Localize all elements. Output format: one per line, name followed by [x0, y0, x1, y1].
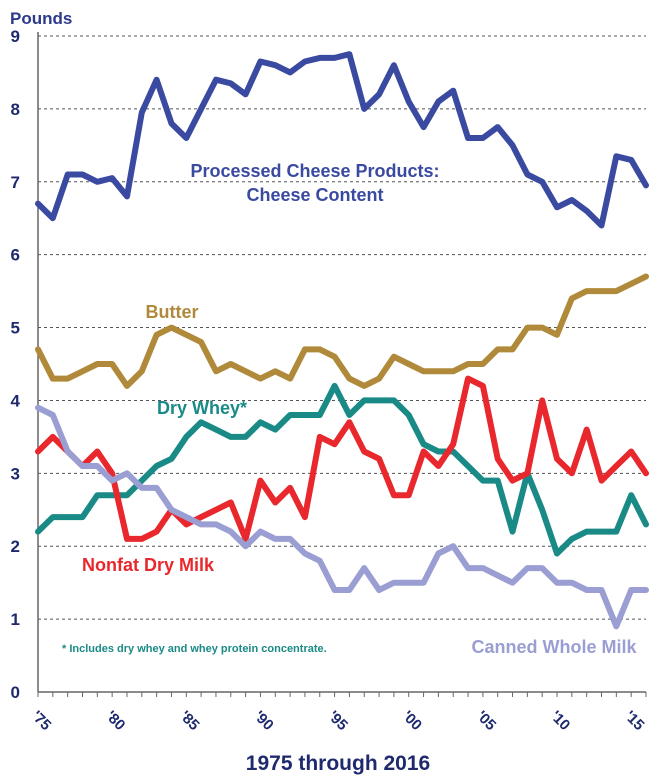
series-line-2 — [35, 382, 649, 557]
x-tick-1995: '95 — [325, 708, 351, 734]
x-tick-1990: '90 — [250, 708, 276, 734]
x-tick-2010: '10 — [547, 708, 573, 734]
y-tick-0: 0 — [11, 683, 20, 702]
gridlines — [38, 35, 646, 620]
series-labels: Processed Cheese Products: Cheese Content… — [82, 161, 637, 657]
series-line-1 — [35, 273, 649, 389]
y-tick-5: 5 — [11, 319, 20, 338]
footnote: * Includes dry whey and whey protein con… — [62, 643, 327, 655]
series-label-0-0: Processed Cheese Products: — [190, 161, 439, 181]
series-line-4 — [35, 404, 649, 630]
y-tick-7: 7 — [11, 173, 20, 192]
y-axis-label: Pounds — [10, 9, 72, 28]
y-tick-labels: 0 1 2 3 4 5 6 7 8 9 — [11, 27, 21, 702]
x-tick-labels: '75 '80 '85 '90 '95 '00 '05 '10 '15 — [28, 708, 648, 734]
y-tick-3: 3 — [11, 464, 20, 483]
series-lines — [35, 51, 649, 630]
x-tick-2005: '05 — [473, 708, 499, 734]
y-tick-1: 1 — [11, 610, 20, 629]
series-label-1-0: Butter — [146, 302, 199, 322]
y-tick-8: 8 — [11, 100, 20, 119]
x-tick-2015: '15 — [621, 708, 647, 734]
y-tick-2: 2 — [11, 537, 20, 556]
series-label-3-0: Nonfat Dry Milk — [82, 555, 215, 575]
series-line-0 — [35, 51, 649, 229]
y-tick-6: 6 — [11, 246, 20, 265]
axes — [37, 32, 647, 697]
x-tick-1985: '85 — [176, 708, 202, 734]
x-axis-label: 1975 through 2016 — [246, 752, 430, 775]
y-tick-9: 9 — [11, 27, 20, 46]
x-tick-1980: '80 — [102, 708, 128, 734]
series-label-4-0: Canned Whole Milk — [471, 637, 637, 657]
x-tick-1975: '75 — [28, 708, 54, 734]
series-label-0-1: Cheese Content — [246, 185, 383, 205]
series-line-3 — [35, 375, 649, 542]
x-tick-2000: '00 — [399, 708, 425, 734]
series-label-2-0: Dry Whey* — [157, 398, 247, 418]
y-tick-4: 4 — [11, 391, 21, 410]
